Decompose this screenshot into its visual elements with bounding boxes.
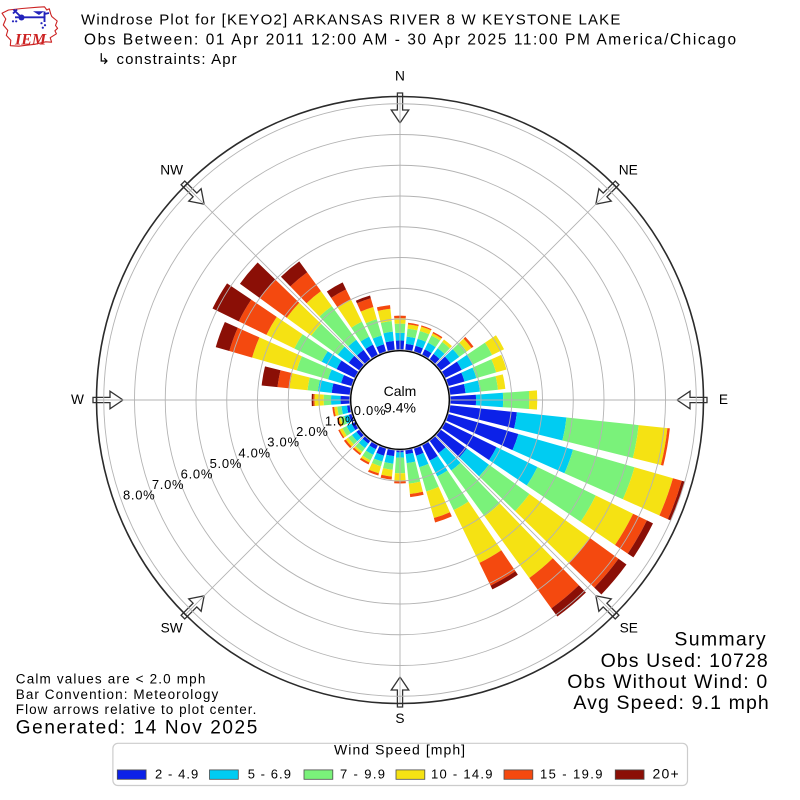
svg-text:SW: SW [161,621,183,636]
svg-text:5.0%: 5.0% [210,456,242,471]
svg-text:4.0%: 4.0% [238,445,270,460]
svg-text:NE: NE [619,162,638,177]
svg-text:9.4%: 9.4% [384,400,416,416]
svg-text:W: W [71,392,84,407]
svg-text:Obs Without Wind: 0: Obs Without Wind: 0 [567,671,768,693]
svg-text:E: E [719,392,728,407]
svg-text:Calm values are < 2.0 mph: Calm values are < 2.0 mph [16,672,207,687]
svg-text:SE: SE [620,621,638,636]
svg-text:5 - 6.9: 5 - 6.9 [248,767,292,782]
svg-text:↳ constraints: Apr: ↳ constraints: Apr [98,51,238,68]
svg-text:15 - 19.9: 15 - 19.9 [540,767,604,782]
svg-text:1.0%: 1.0% [325,413,357,428]
svg-text:Avg Speed: 9.1 mph: Avg Speed: 9.1 mph [573,692,770,714]
svg-text:Windrose Plot for [KEYO2] ARKA: Windrose Plot for [KEYO2] ARKANSAS RIVER… [81,12,622,29]
svg-text:Wind Speed [mph]: Wind Speed [mph] [334,742,466,758]
svg-text:S: S [395,711,404,726]
svg-text:0.0%: 0.0% [354,403,386,418]
svg-text:7.0%: 7.0% [152,477,184,492]
svg-text:Bar Convention: Meteorology: Bar Convention: Meteorology [16,687,219,702]
svg-text:20+: 20+ [653,766,680,782]
svg-text:Calm: Calm [384,383,417,399]
svg-text:Generated: 14 Nov 2025: Generated: 14 Nov 2025 [16,717,259,738]
svg-text:6.0%: 6.0% [181,467,213,482]
svg-text:Obs Between: 01 Apr 2011 12:00: Obs Between: 01 Apr 2011 12:00 AM - 30 A… [84,31,738,48]
svg-text:NW: NW [160,162,183,177]
svg-text:2.0%: 2.0% [296,424,328,439]
svg-text:8.0%: 8.0% [123,488,155,503]
svg-text:2 - 4.9: 2 - 4.9 [155,767,199,782]
svg-text:Obs Used: 10728: Obs Used: 10728 [601,650,769,672]
svg-text:IEM: IEM [14,32,47,49]
svg-text:3.0%: 3.0% [267,435,299,450]
svg-text:Flow arrows relative to plot c: Flow arrows relative to plot center. [16,702,258,717]
svg-text:7 - 9.9: 7 - 9.9 [340,767,386,782]
svg-text:Summary: Summary [674,629,767,651]
svg-text:N: N [395,69,405,84]
svg-text:10 - 14.9: 10 - 14.9 [431,767,494,782]
